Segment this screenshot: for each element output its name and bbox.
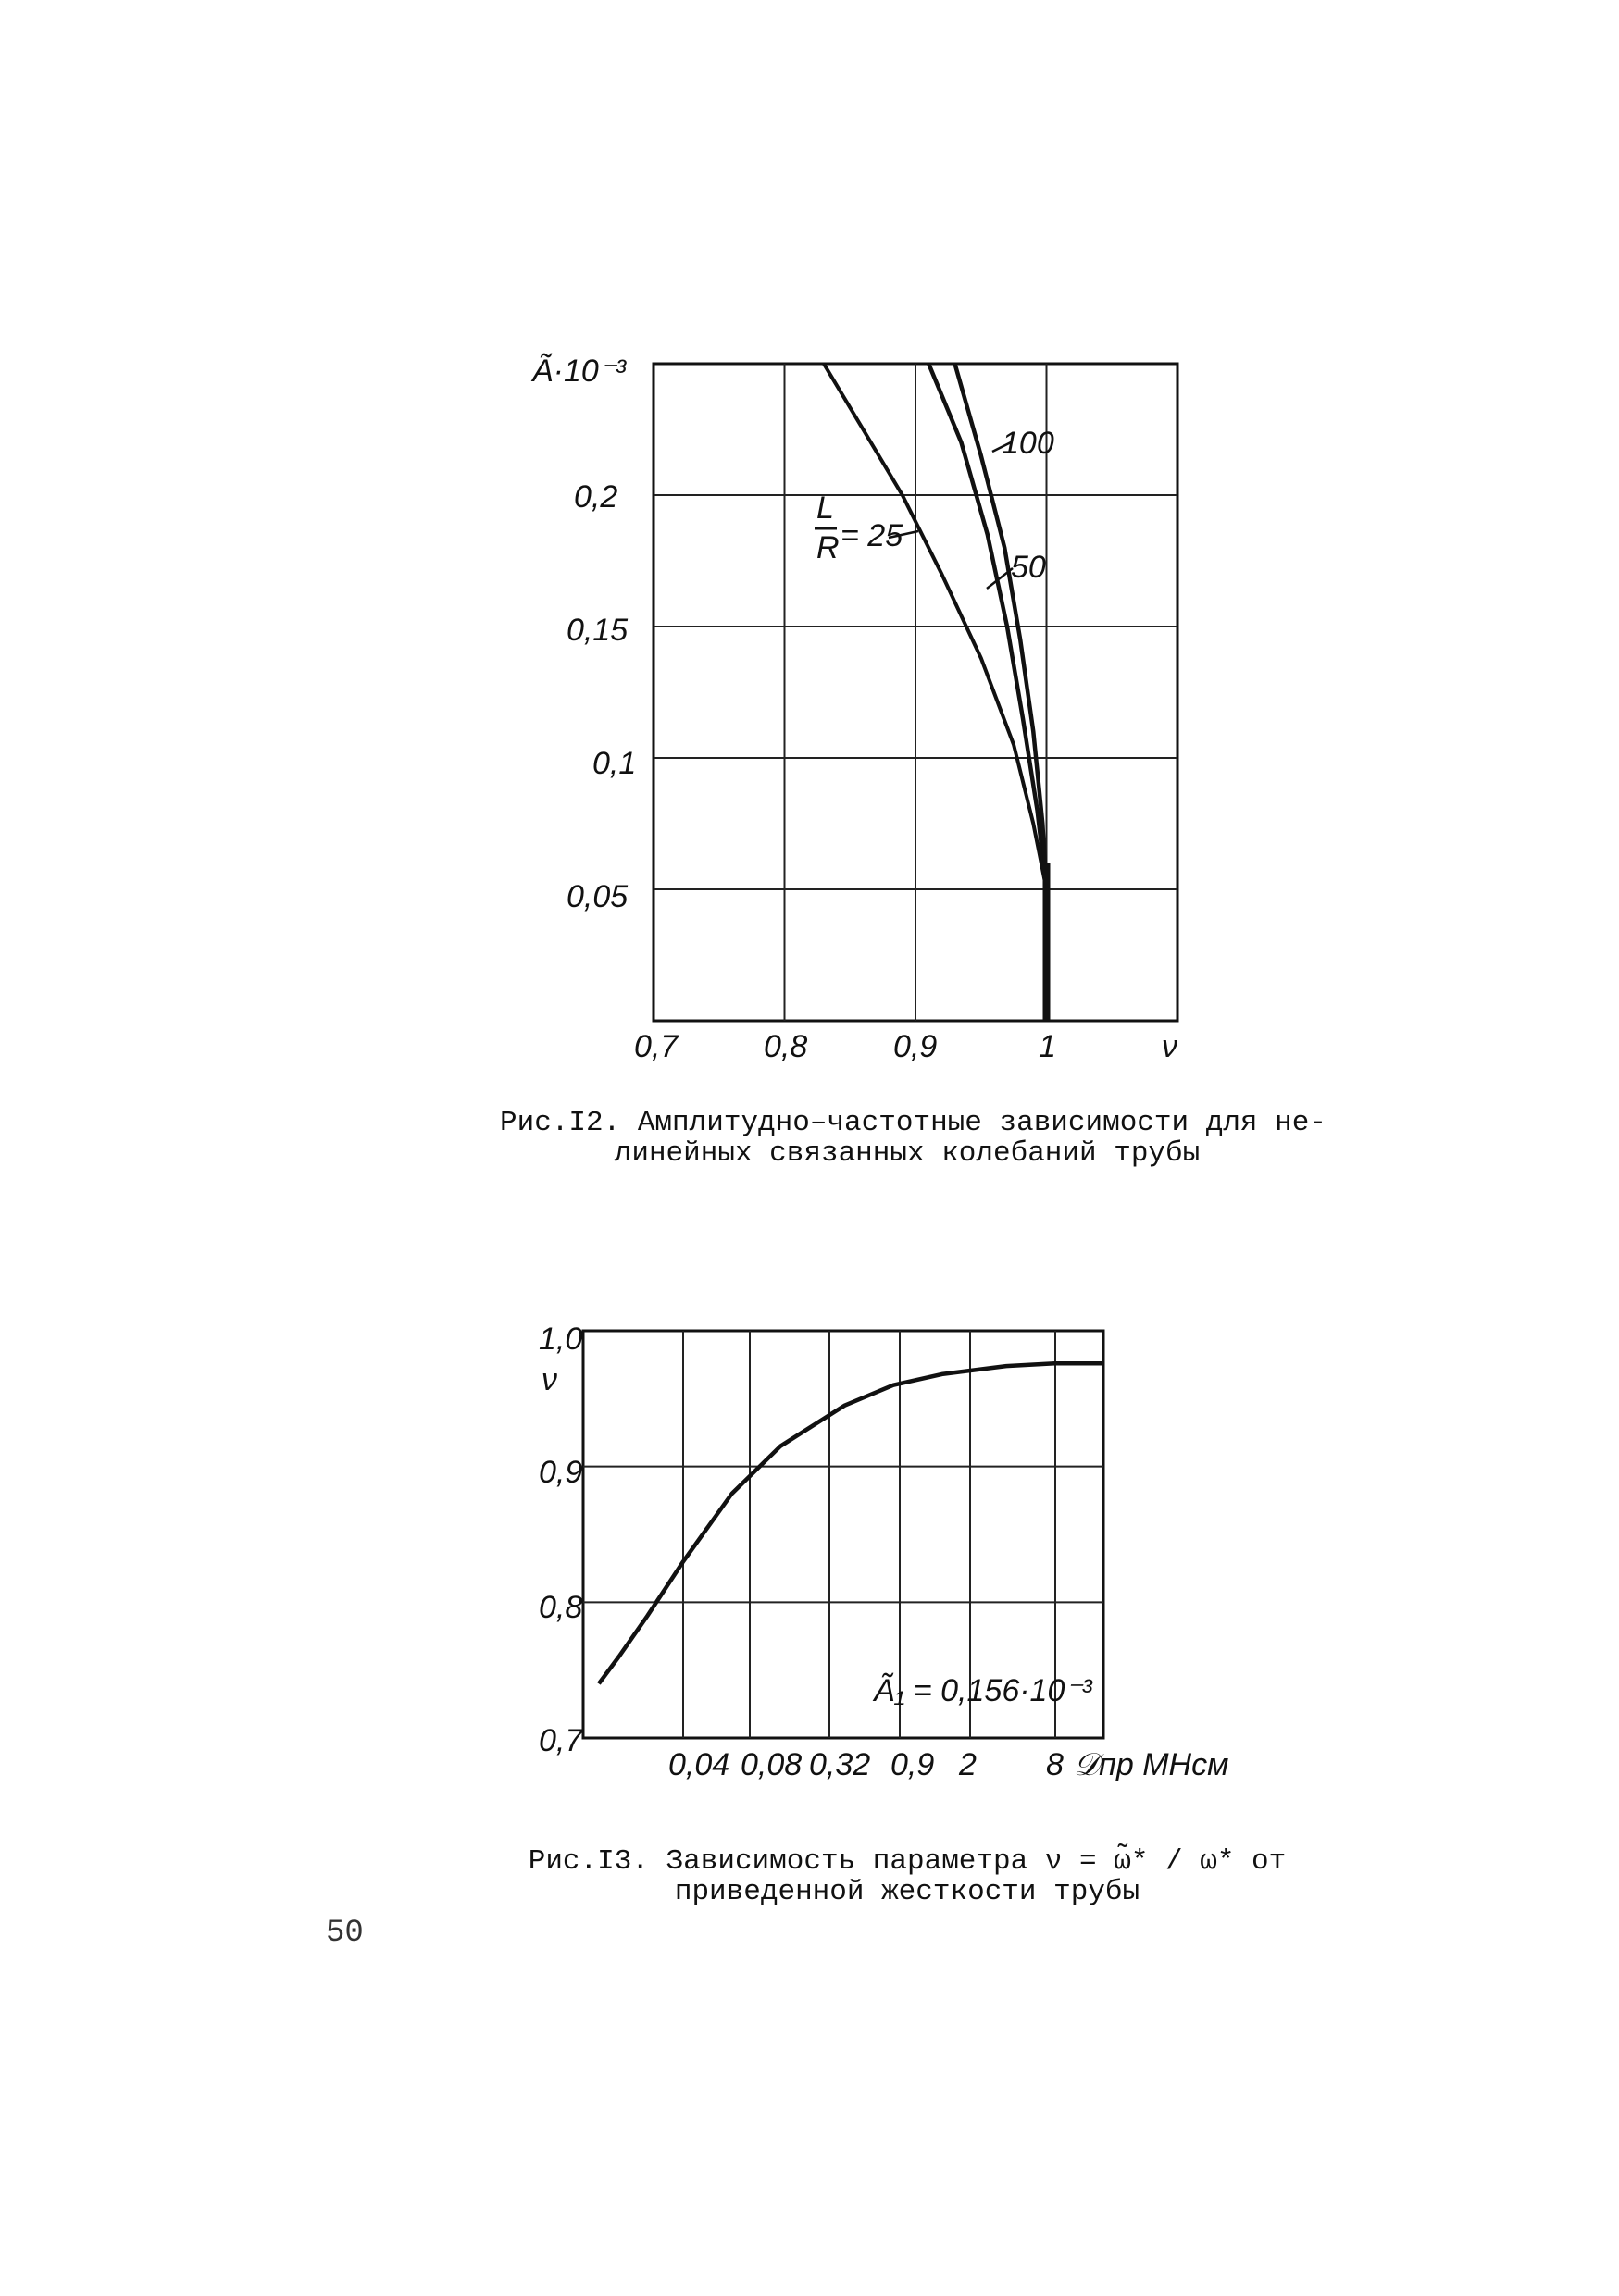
fig13-caption-line1: Рис.I3. Зависимость параметра ν = ω̃* / …	[528, 1845, 1287, 1878]
fig12-label-lr-denominator: R	[816, 530, 840, 565]
fig12-grid	[652, 362, 1179, 1023]
fig12-ylabel: Ã·10⁻³	[530, 354, 628, 389]
fig13-annotation: Ã₁ = 0,156·10⁻³	[872, 1673, 1093, 1708]
fig13-ylabel: ν	[542, 1362, 557, 1397]
fig13-curve	[597, 1360, 1103, 1685]
fig12-leader-100	[991, 441, 1012, 453]
fig13-ytick-0.9: 0,9	[539, 1455, 582, 1490]
fig12-series	[822, 362, 1051, 1021]
fig12-xlabel: ν	[1162, 1029, 1177, 1064]
page-number: 50	[326, 1916, 364, 1951]
fig13-xtick-0.9: 0,9	[890, 1747, 934, 1782]
fig13-ytick-0.7: 0,7	[539, 1723, 583, 1758]
fig12-label-50: 50	[1011, 550, 1046, 585]
fig13-ytick-0.8: 0,8	[539, 1590, 582, 1625]
fig13-xtick-8: 8	[1046, 1747, 1064, 1782]
fig13-grid	[581, 1329, 1105, 1740]
fig12-ytick-0.15: 0,15	[567, 613, 628, 648]
fig13-xtick-2: 2	[958, 1747, 977, 1782]
fig13-caption: Рис.I3. Зависимость параметра ν = ω̃* / …	[500, 1845, 1314, 1908]
fig12-xtick-0.7: 0,7	[634, 1029, 679, 1064]
fig13-caption-line2: приведенной жесткости трубы	[674, 1875, 1140, 1908]
fig13-series	[597, 1360, 1103, 1685]
fig13-xtick-0.08: 0,08	[741, 1747, 802, 1782]
fig12-ytick-0.1: 0,1	[592, 746, 636, 781]
fig13-xtick-0.04: 0,04	[668, 1747, 729, 1782]
fig12-leader-25	[888, 529, 919, 540]
fig12-caption-line2: линейных связанных колебаний трубы	[614, 1136, 1201, 1170]
fig12-ytick-0.05: 0,05	[567, 879, 628, 914]
fig12-caption: Рис.I2. Амплитудно–частотные зависимости…	[500, 1107, 1326, 1170]
fig13-frame	[581, 1329, 1105, 1740]
fig13-xtick-0.32: 0,32	[809, 1747, 870, 1782]
fig12-xtick-1: 1	[1039, 1029, 1056, 1064]
fig12-label-lr-numerator: L	[816, 490, 834, 526]
fig12-ytick-0.2: 0,2	[574, 479, 617, 515]
fig12-xtick-0.8: 0,8	[764, 1029, 807, 1064]
fig12-leader-50	[986, 567, 1014, 590]
fig12-xtick-0.9: 0,9	[893, 1029, 937, 1064]
fig12-caption-line1: Рис.I2. Амплитудно–частотные зависимости…	[500, 1107, 1326, 1139]
fig13-ytick-1.0: 1,0	[539, 1322, 582, 1357]
fig13-xlabel: 𝒟пр МНсм	[1074, 1747, 1228, 1782]
